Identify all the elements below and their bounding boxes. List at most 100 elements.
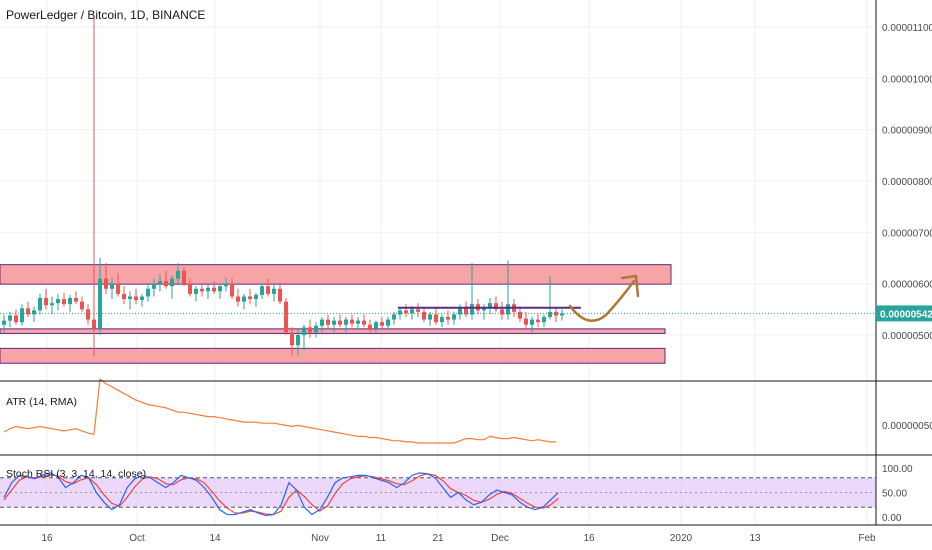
- candle-body: [26, 308, 30, 315]
- candle-body: [482, 308, 486, 311]
- candle-body: [554, 311, 558, 316]
- candle: [98, 257, 102, 335]
- candle: [20, 304, 24, 326]
- candle: [128, 291, 132, 310]
- candle-body: [542, 317, 546, 323]
- annotations[interactable]: [0, 18, 876, 356]
- candle-body: [32, 310, 36, 315]
- candle-body: [464, 306, 468, 315]
- candle: [482, 304, 486, 320]
- time-tick-label: 16: [583, 533, 595, 544]
- candle: [38, 293, 42, 315]
- price-tick-label: 0.00001000: [882, 74, 932, 85]
- candle-body: [428, 314, 432, 320]
- resistance-zone[interactable]: [0, 264, 672, 285]
- candle-body: [104, 278, 108, 289]
- candle-body: [14, 315, 18, 323]
- candle-body: [158, 281, 162, 284]
- candle-body: [260, 286, 264, 295]
- candle: [320, 317, 324, 333]
- candle: [44, 288, 48, 310]
- candle: [422, 306, 426, 323]
- candle-body: [536, 319, 540, 323]
- candle: [272, 283, 276, 302]
- candle-body: [278, 288, 282, 302]
- price-tick-label: 0.00000500: [882, 331, 932, 342]
- candle: [404, 304, 408, 318]
- candle: [284, 298, 288, 335]
- candle-body: [176, 270, 180, 279]
- candle: [170, 275, 174, 300]
- candle: [554, 306, 558, 323]
- candle-body: [2, 320, 6, 325]
- candle: [440, 314, 444, 328]
- stoch-rsi-label: Stoch RSI (3, 3, 14, 14, close): [6, 468, 147, 480]
- candle: [500, 301, 504, 320]
- candle-body: [356, 320, 360, 324]
- projection-arrow[interactable]: [568, 279, 636, 323]
- candle-body: [434, 314, 438, 323]
- last-price-badge: [876, 305, 932, 322]
- candle-body: [116, 283, 120, 294]
- candle: [158, 274, 162, 292]
- candle-body: [488, 303, 492, 309]
- candle-body: [44, 298, 48, 306]
- candle: [488, 298, 492, 315]
- atr-tick-label: 0.00000050: [882, 421, 932, 432]
- candle: [464, 301, 468, 318]
- candle-body: [254, 294, 258, 300]
- stoch-rsi-pane: 100.00 50.00 0.00: [0, 464, 913, 524]
- candle-body: [290, 332, 294, 346]
- candle: [26, 301, 30, 318]
- candle-body: [134, 296, 138, 301]
- candle-body: [110, 283, 114, 289]
- candle: [530, 317, 534, 333]
- candle: [86, 304, 90, 325]
- candle-body: [140, 296, 144, 301]
- candle-body: [308, 327, 312, 333]
- candle: [254, 292, 258, 307]
- candle: [344, 317, 348, 333]
- candle: [506, 260, 510, 320]
- candle-body: [374, 322, 378, 329]
- mid-zone[interactable]: [0, 328, 666, 334]
- price-tick-label: 0.00000900: [882, 126, 932, 137]
- candle-body: [56, 299, 60, 304]
- candle: [164, 270, 168, 289]
- support-zone[interactable]: [0, 347, 666, 364]
- candle: [296, 329, 300, 356]
- candle-body: [452, 314, 456, 320]
- candle: [278, 282, 282, 305]
- zone-rectangles[interactable]: [0, 264, 672, 364]
- candle: [260, 283, 264, 300]
- candle: [188, 278, 192, 297]
- candle-body: [332, 320, 336, 325]
- candle: [152, 278, 156, 297]
- candle-body: [272, 288, 276, 294]
- stoch-k-line: [3, 472, 559, 517]
- stoch-tick-label: 0.00: [882, 513, 902, 524]
- candle: [182, 267, 186, 287]
- candle-body: [80, 301, 84, 310]
- candle: [542, 314, 546, 328]
- candle-body: [242, 296, 246, 302]
- candle-body: [200, 288, 204, 292]
- candle: [332, 317, 336, 333]
- candle: [434, 308, 438, 325]
- candle-body: [458, 306, 462, 315]
- candle-body: [368, 324, 372, 329]
- candle: [380, 317, 384, 329]
- candle-body: [524, 318, 528, 325]
- candle: [194, 286, 198, 302]
- candle: [536, 313, 540, 328]
- candle-body: [320, 319, 324, 326]
- atr-pane: 0.00000050: [3, 378, 932, 444]
- time-tick-label: 11: [376, 533, 387, 544]
- candle: [362, 314, 366, 328]
- candle-body: [560, 313, 564, 316]
- candle-body: [416, 309, 420, 312]
- candle: [314, 322, 318, 338]
- candle: [110, 277, 114, 300]
- candle: [176, 263, 180, 284]
